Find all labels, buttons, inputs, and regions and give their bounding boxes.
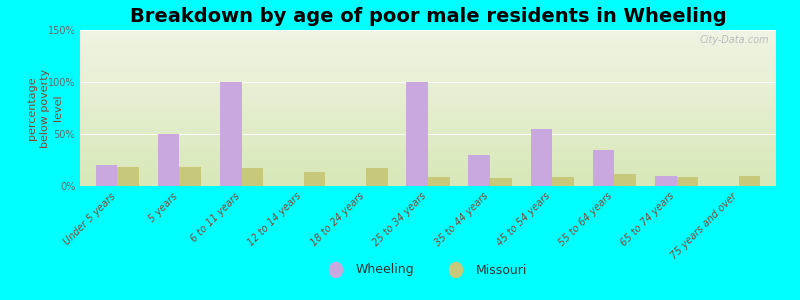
Bar xyxy=(593,150,614,186)
Bar xyxy=(738,176,761,186)
Text: Missouri: Missouri xyxy=(476,263,527,277)
Bar xyxy=(428,177,450,186)
Bar xyxy=(304,172,326,186)
Bar xyxy=(552,177,574,186)
Bar xyxy=(242,168,263,186)
Bar xyxy=(677,177,698,186)
Bar xyxy=(490,178,512,186)
Bar xyxy=(614,173,636,186)
Bar xyxy=(530,129,552,186)
Text: City-Data.com: City-Data.com xyxy=(699,35,769,45)
Bar xyxy=(158,134,179,186)
Bar xyxy=(95,165,118,186)
Bar xyxy=(406,82,428,186)
Bar xyxy=(366,168,388,186)
Bar xyxy=(179,167,201,186)
Y-axis label: percentage
below poverty
level: percentage below poverty level xyxy=(26,68,63,148)
Title: Breakdown by age of poor male residents in Wheeling: Breakdown by age of poor male residents … xyxy=(130,7,726,26)
Bar xyxy=(118,167,139,186)
Text: Wheeling: Wheeling xyxy=(356,263,414,277)
Bar xyxy=(655,176,677,186)
Bar xyxy=(468,155,490,186)
Bar xyxy=(220,82,242,186)
